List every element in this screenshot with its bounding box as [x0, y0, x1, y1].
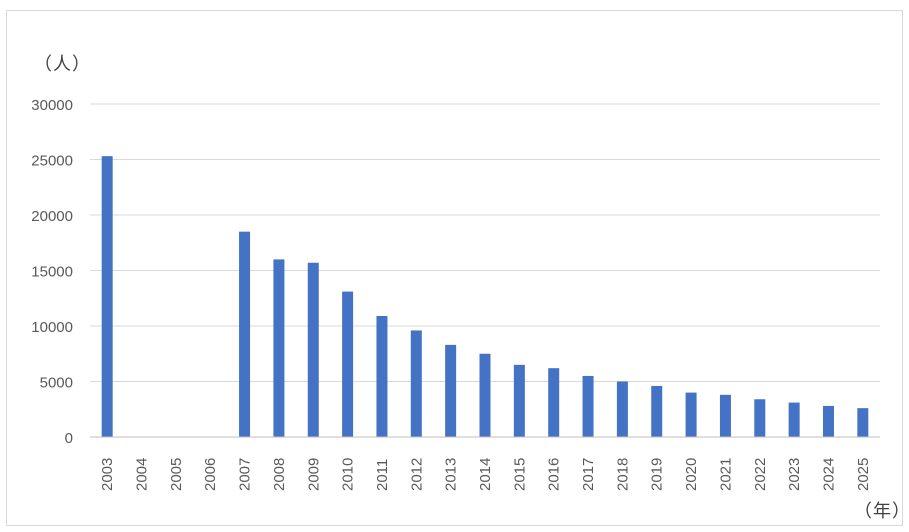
x-tick-label: 2013: [443, 458, 460, 491]
y-tick-label: 20000: [31, 208, 73, 225]
x-tick-label: 2012: [408, 458, 425, 491]
y-axis-unit-label: （人）: [34, 54, 91, 75]
x-tick-label: 2011: [374, 459, 391, 491]
y-tick-label: 0: [65, 430, 73, 447]
x-tick-label: 2023: [786, 458, 803, 491]
y-axis-tick-labels: 0 5000 10000 15000 20000 25000 30000: [31, 97, 73, 447]
y-tick-label: 15000: [31, 264, 73, 281]
bar-2018: [616, 381, 628, 437]
bar-2025: [857, 408, 869, 437]
x-tick-label: 2017: [580, 458, 597, 491]
bar-2021: [719, 394, 731, 437]
bar-2023: [788, 402, 800, 437]
bar-2024: [822, 405, 834, 437]
x-tick-label: 2019: [649, 458, 666, 491]
x-tick-label: 2009: [305, 458, 322, 491]
x-tick-label: 2020: [683, 458, 700, 491]
x-axis-unit-label: （年）: [854, 501, 909, 522]
x-tick-label: 2004: [134, 458, 151, 491]
bars: [101, 156, 869, 438]
x-tick-label: 2016: [546, 458, 563, 491]
x-tick-label: 2005: [168, 458, 185, 491]
y-tick-label: 30000: [31, 97, 73, 114]
bar-2013: [445, 344, 457, 437]
gridlines: [90, 103, 880, 382]
x-tick-label: 2025: [855, 458, 872, 491]
bar-2009: [307, 262, 319, 437]
bar-2014: [479, 353, 491, 437]
x-tick-label: 2003: [99, 458, 116, 491]
bar-2010: [342, 291, 354, 437]
x-tick-label: 2015: [511, 458, 528, 491]
bar-2015: [513, 364, 525, 437]
bar-2011: [376, 316, 388, 437]
x-tick-label: 2021: [717, 458, 734, 491]
bar-2016: [548, 368, 560, 437]
x-tick-label: 2010: [340, 458, 357, 491]
bar-2012: [410, 330, 422, 437]
x-tick-label: 2024: [820, 458, 837, 491]
x-tick-label: 2022: [752, 458, 769, 491]
bar-2017: [582, 375, 594, 437]
bar-2022: [754, 399, 766, 437]
x-tick-label: 2006: [202, 458, 219, 491]
bar-2019: [651, 385, 663, 437]
x-tick-label: 2014: [477, 458, 494, 491]
y-tick-label: 25000: [31, 153, 73, 170]
x-axis-tick-labels: 2003 2004 2005 2006 2007 2008 2009 2010 2011 2012…: [99, 458, 872, 491]
chart-frame: [6, 10, 903, 526]
x-tick-label: 2018: [614, 458, 631, 491]
bar-2003: [101, 156, 113, 438]
y-tick-label: 10000: [31, 319, 73, 336]
x-tick-label: 2008: [271, 458, 288, 491]
y-tick-label: 5000: [40, 375, 73, 392]
x-tick-label: 2007: [237, 458, 254, 491]
bar-2007: [239, 231, 251, 437]
bar-2020: [685, 392, 697, 437]
bar-2008: [273, 259, 285, 437]
